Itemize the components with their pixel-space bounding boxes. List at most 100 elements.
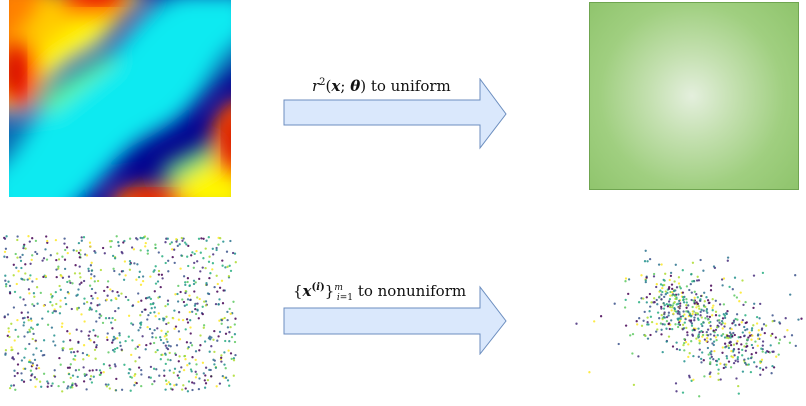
sample-point xyxy=(122,241,125,244)
sample-point xyxy=(218,286,222,289)
sample-point xyxy=(94,291,97,295)
sample-point xyxy=(27,288,31,291)
sample-point xyxy=(203,300,206,303)
sample-point xyxy=(59,305,62,308)
sample-point xyxy=(159,336,162,339)
sample-point xyxy=(82,358,85,361)
sample-point xyxy=(102,371,105,374)
sample-point xyxy=(182,368,186,372)
sample-point xyxy=(204,304,208,307)
sample-point xyxy=(229,325,232,329)
sample-point xyxy=(36,302,39,305)
sample-point xyxy=(722,303,726,306)
sample-point xyxy=(110,321,113,324)
sample-point xyxy=(115,377,118,381)
sample-point xyxy=(151,332,154,335)
sample-point xyxy=(89,339,92,342)
sample-point xyxy=(755,322,759,325)
sample-point xyxy=(747,357,750,360)
sample-point xyxy=(183,304,186,307)
sample-point xyxy=(197,317,200,320)
sample-point xyxy=(77,340,80,344)
sample-point xyxy=(168,369,171,372)
sample-point xyxy=(754,340,757,343)
sample-point xyxy=(122,278,126,281)
sample-point xyxy=(224,339,227,343)
sample-point xyxy=(624,277,628,280)
sample-point xyxy=(55,275,58,279)
sample-point xyxy=(214,366,218,369)
sample-point xyxy=(136,238,139,241)
sample-point xyxy=(188,284,191,287)
sample-point xyxy=(741,370,745,373)
sample-point xyxy=(166,358,170,361)
sample-point xyxy=(161,277,164,280)
sample-point xyxy=(772,366,776,369)
sample-point xyxy=(76,307,79,310)
sample-point xyxy=(139,249,142,252)
sample-point xyxy=(629,334,632,337)
sample-point xyxy=(655,283,658,286)
sample-point xyxy=(203,340,207,343)
sample-point xyxy=(28,292,31,295)
sample-point xyxy=(695,279,699,282)
sample-point xyxy=(704,317,707,320)
sample-point xyxy=(761,368,765,371)
sample-point xyxy=(229,269,233,273)
sample-point xyxy=(753,361,756,364)
sample-point xyxy=(135,278,138,281)
sample-point xyxy=(673,293,676,297)
sample-point xyxy=(760,347,763,350)
sample-point xyxy=(164,353,167,356)
sample-point xyxy=(3,255,6,258)
sample-point xyxy=(691,329,694,332)
sample-point xyxy=(193,252,196,256)
sample-point xyxy=(705,309,708,313)
sample-point xyxy=(173,261,176,265)
sample-point xyxy=(790,334,794,337)
sample-point xyxy=(763,331,766,335)
sample-point xyxy=(82,236,86,239)
sample-point xyxy=(82,380,86,383)
sample-point xyxy=(149,297,153,301)
sample-point xyxy=(28,328,31,331)
sample-point xyxy=(233,323,236,326)
sample-point xyxy=(177,376,181,380)
sample-point xyxy=(669,274,673,278)
sample-point xyxy=(120,348,123,351)
sample-point xyxy=(718,303,722,306)
sample-point xyxy=(152,367,156,370)
sample-point xyxy=(127,314,131,317)
sample-point xyxy=(649,333,652,337)
sample-point xyxy=(223,363,226,366)
sample-point xyxy=(186,280,189,284)
sample-point xyxy=(69,386,72,389)
sample-point xyxy=(229,352,233,355)
sample-point xyxy=(698,342,701,345)
sample-point xyxy=(87,267,90,270)
sample-point xyxy=(711,342,714,345)
sample-point xyxy=(51,304,54,307)
sample-point xyxy=(35,364,39,367)
sample-point xyxy=(671,306,674,309)
sample-point xyxy=(736,356,740,359)
sample-point xyxy=(108,387,111,390)
sample-point xyxy=(722,277,726,280)
sample-point xyxy=(636,323,639,326)
sample-point xyxy=(141,335,144,338)
sample-point xyxy=(794,274,797,277)
sample-point xyxy=(89,306,92,309)
sample-point xyxy=(725,363,728,366)
sample-point xyxy=(141,237,144,240)
sample-point xyxy=(652,275,656,278)
sample-point xyxy=(744,328,747,332)
sample-point xyxy=(646,260,649,263)
sample-point xyxy=(744,349,747,352)
sample-point xyxy=(181,298,184,301)
sample-point xyxy=(154,350,157,354)
sample-point xyxy=(196,309,199,312)
sample-point xyxy=(178,243,181,246)
sample-point xyxy=(30,326,33,329)
sample-point xyxy=(65,246,69,249)
sample-point xyxy=(232,300,235,303)
